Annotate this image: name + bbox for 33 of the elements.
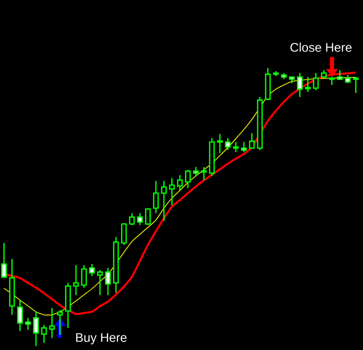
candlestick — [201, 166, 207, 181]
candlestick — [153, 180, 159, 214]
text: Close Here — [290, 42, 352, 52]
candlestick — [232, 141, 239, 153]
candlestick — [97, 269, 103, 296]
candlestick — [17, 299, 23, 332]
candlestick — [145, 208, 151, 226]
candlestick — [1, 242, 7, 279]
candlestick — [129, 212, 135, 226]
candlestick — [248, 132, 255, 149]
candlestick — [137, 212, 143, 226]
candlestick — [89, 263, 95, 277]
candlestick — [296, 72, 303, 98]
candlestick — [312, 72, 319, 91]
candlestick — [41, 324, 47, 344]
candlestick — [224, 137, 231, 151]
candlestick — [216, 133, 223, 154]
candlestick — [25, 317, 31, 331]
candlestick — [304, 76, 311, 93]
candlestick — [161, 180, 167, 222]
candlestick — [49, 307, 55, 339]
candlestick — [177, 174, 183, 191]
candlestick — [352, 76, 359, 94]
annotation: Buy Here — [76, 333, 127, 344]
candlestick — [73, 264, 79, 296]
candlestick — [105, 267, 111, 296]
candlestick — [81, 264, 87, 289]
candlestick — [121, 222, 127, 246]
candlestick — [57, 310, 63, 336]
candlestick — [169, 177, 175, 206]
candlestick — [240, 141, 247, 153]
candlestick — [185, 169, 191, 189]
candlestick — [33, 311, 39, 347]
